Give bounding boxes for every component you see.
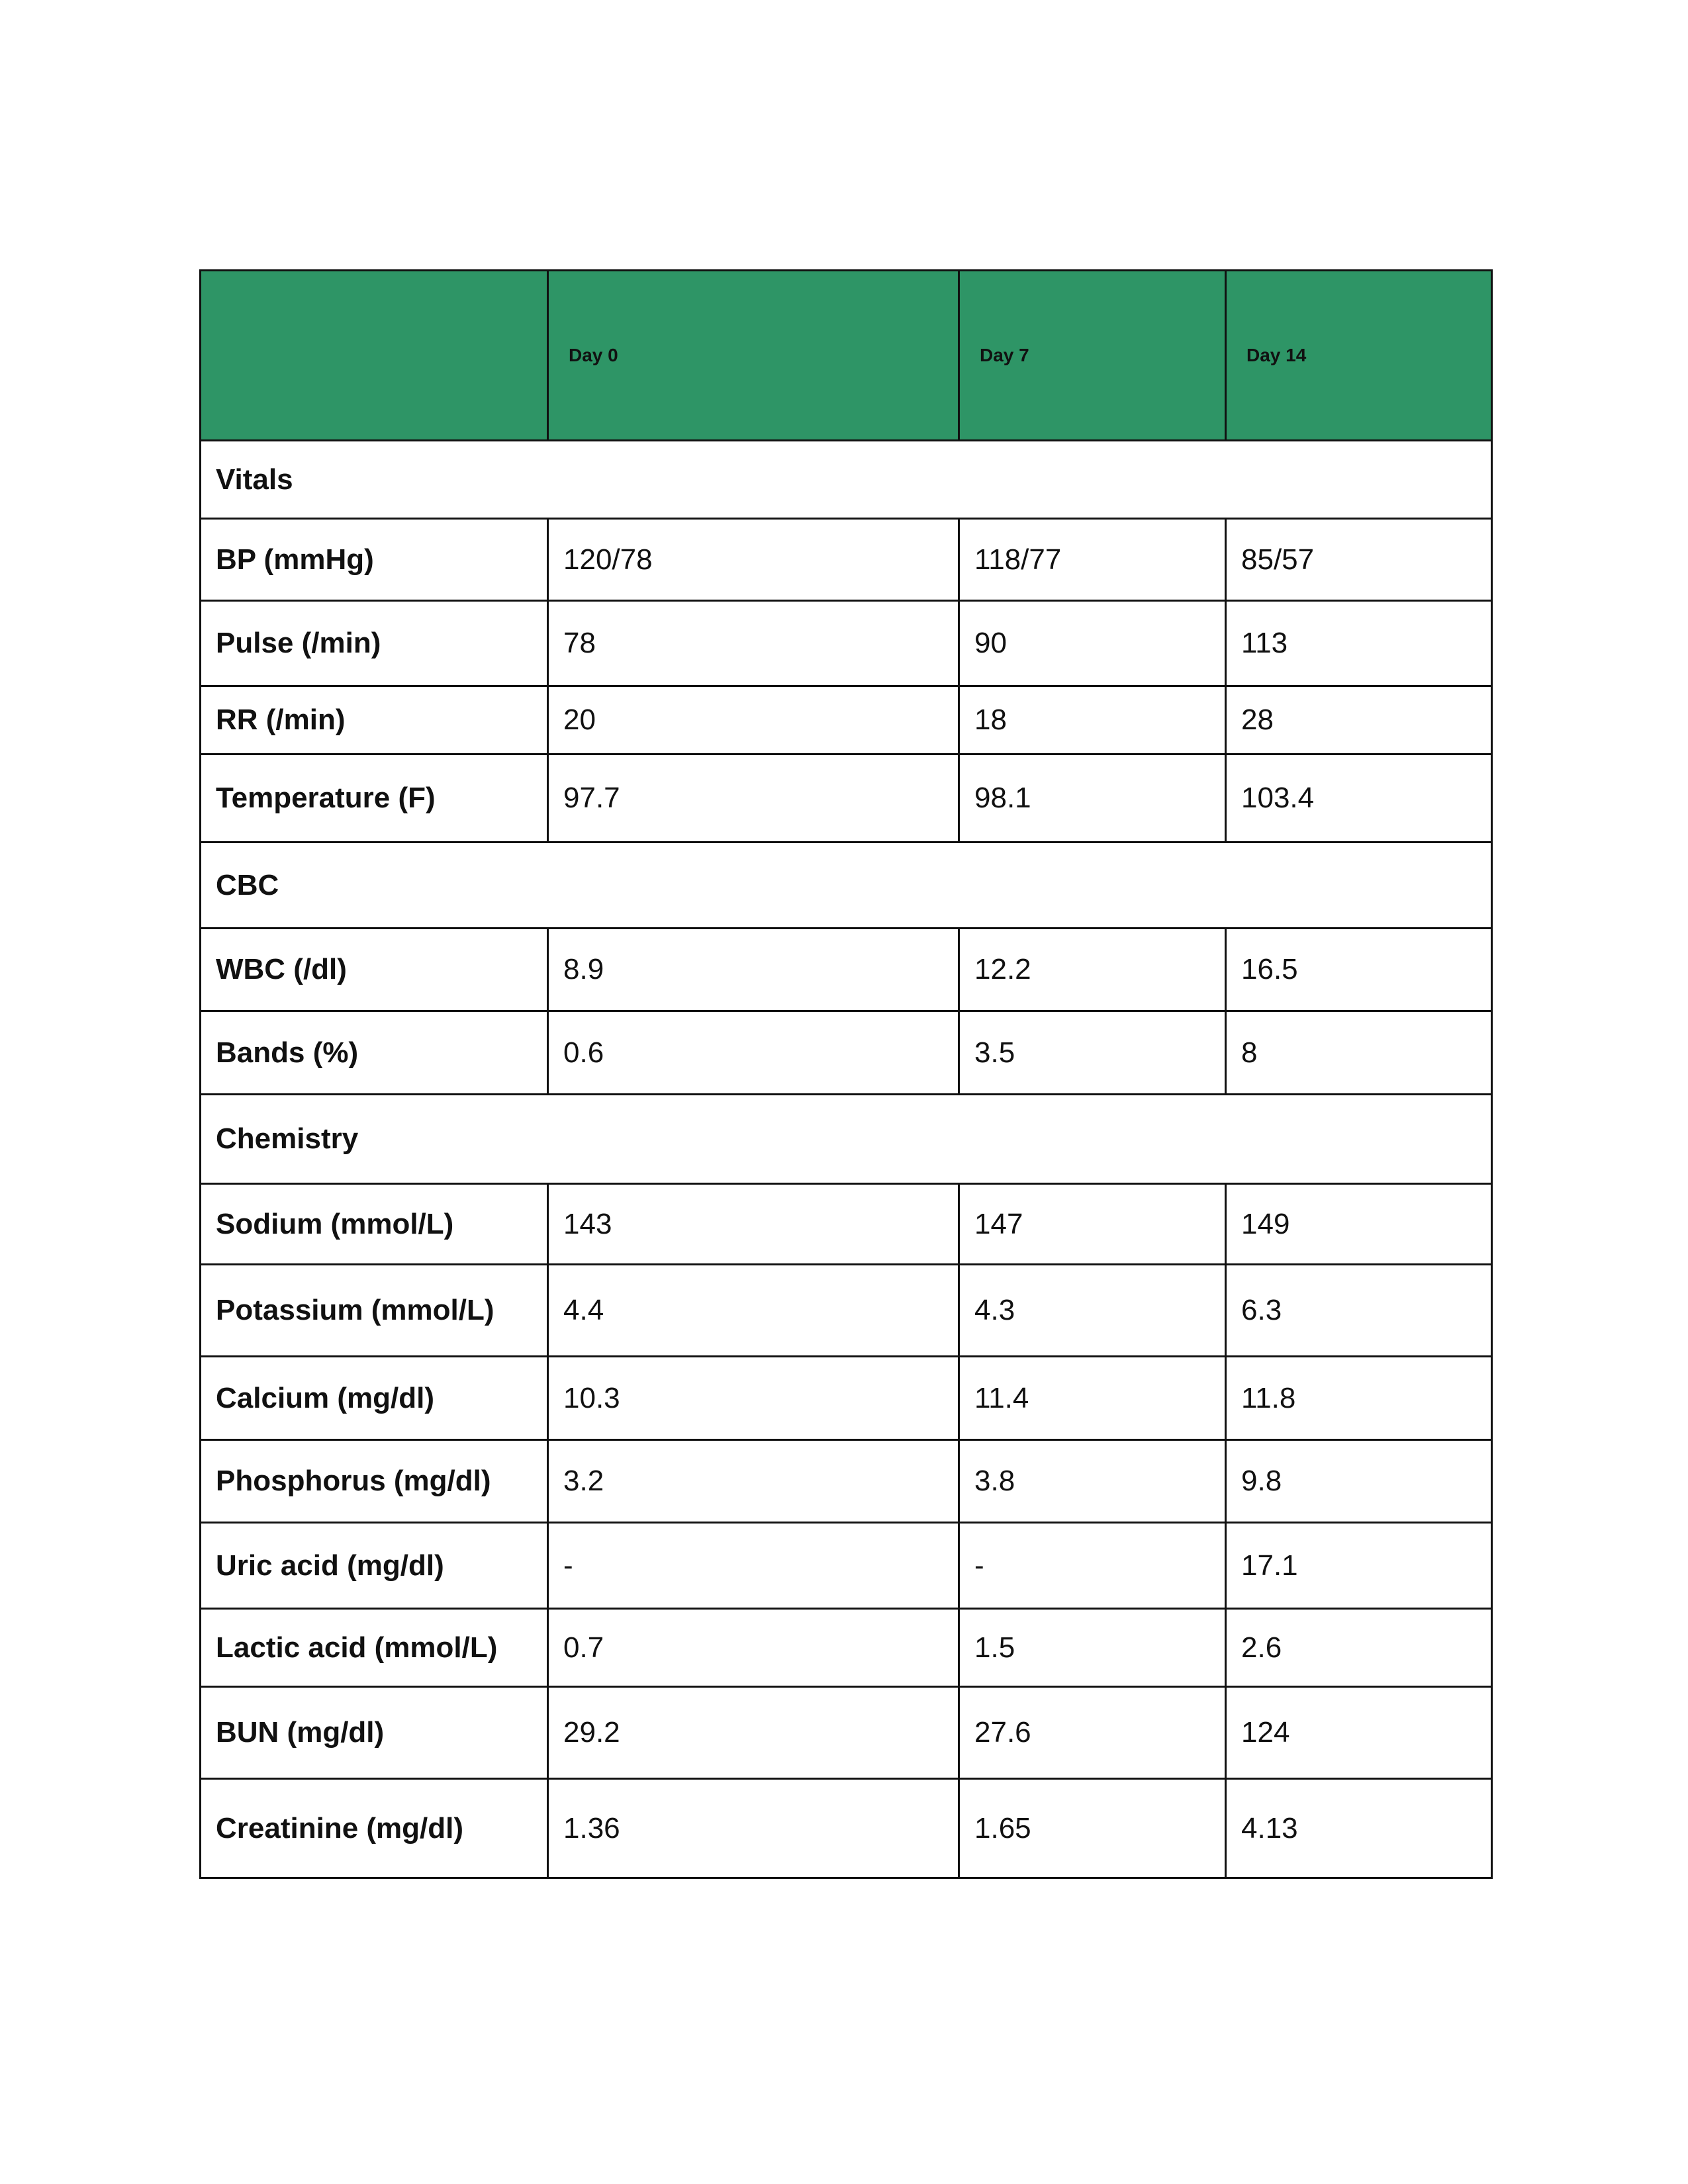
cell-value: 3.5 bbox=[958, 1010, 1227, 1095]
data-row: Sodium (mmol/L) 143 147 149 bbox=[199, 1183, 1493, 1265]
row-label: Sodium (mmol/L) bbox=[199, 1183, 549, 1265]
cell-value: 11.4 bbox=[958, 1355, 1227, 1441]
row-label: RR (/min) bbox=[199, 685, 549, 755]
cell-value: 10.3 bbox=[547, 1355, 960, 1441]
row-label: Creatinine (mg/dl) bbox=[199, 1778, 549, 1879]
cell-value: 28 bbox=[1225, 685, 1493, 755]
lab-table: Day 0 Day 7 Day 14 Vitals BP (mmHg) 120/78 118… bbox=[199, 269, 1493, 1879]
cell-value: 1.65 bbox=[958, 1778, 1227, 1879]
cell-value: 20 bbox=[547, 685, 960, 755]
cell-value: 147 bbox=[958, 1183, 1227, 1265]
cell-value: 143 bbox=[547, 1183, 960, 1265]
cell-value: 0.6 bbox=[547, 1010, 960, 1095]
cell-value: 1.5 bbox=[958, 1608, 1227, 1688]
cell-value: 124 bbox=[1225, 1686, 1493, 1780]
data-row: Phosphorus (mg/dl) 3.2 3.8 9.8 bbox=[199, 1439, 1493, 1524]
data-row: Temperature (F) 97.7 98.1 103.4 bbox=[199, 753, 1493, 843]
section-row: CBC bbox=[199, 841, 1493, 929]
header-cell bbox=[199, 269, 549, 441]
data-row: Calcium (mg/dl) 10.3 11.4 11.8 bbox=[199, 1355, 1493, 1441]
cell-value: 4.4 bbox=[547, 1263, 960, 1357]
header-row: Day 0 Day 7 Day 14 bbox=[199, 269, 1493, 441]
cell-value: 11.8 bbox=[1225, 1355, 1493, 1441]
data-row: Bands (%) 0.6 3.5 8 bbox=[199, 1010, 1493, 1095]
cell-value: 78 bbox=[547, 600, 960, 687]
row-label: Uric acid (mg/dl) bbox=[199, 1522, 549, 1610]
data-row: Creatinine (mg/dl) 1.36 1.65 4.13 bbox=[199, 1778, 1493, 1879]
row-label: Lactic acid (mmol/L) bbox=[199, 1608, 549, 1688]
cell-value: 118/77 bbox=[958, 518, 1227, 602]
row-label: Calcium (mg/dl) bbox=[199, 1355, 549, 1441]
data-row: BP (mmHg) 120/78 118/77 85/57 bbox=[199, 518, 1493, 602]
row-label: WBC (/dl) bbox=[199, 927, 549, 1012]
section-row: Chemistry bbox=[199, 1093, 1493, 1185]
cell-value: 29.2 bbox=[547, 1686, 960, 1780]
cell-value: 97.7 bbox=[547, 753, 960, 843]
cell-value: 3.8 bbox=[958, 1439, 1227, 1524]
column-header: Day 7 bbox=[958, 269, 1227, 441]
cell-value: 12.2 bbox=[958, 927, 1227, 1012]
table-body: Day 0 Day 7 Day 14 Vitals BP (mmHg) 120/78 118… bbox=[199, 269, 1493, 1879]
cell-value: 16.5 bbox=[1225, 927, 1493, 1012]
cell-value: 4.3 bbox=[958, 1263, 1227, 1357]
cell-value: 0.7 bbox=[547, 1608, 960, 1688]
row-label: Phosphorus (mg/dl) bbox=[199, 1439, 549, 1524]
cell-value: 18 bbox=[958, 685, 1227, 755]
data-row: Pulse (/min) 78 90 113 bbox=[199, 600, 1493, 687]
cell-value: - bbox=[958, 1522, 1227, 1610]
cell-value: 8.9 bbox=[547, 927, 960, 1012]
row-label: Temperature (F) bbox=[199, 753, 549, 843]
cell-value: 113 bbox=[1225, 600, 1493, 687]
row-label: Pulse (/min) bbox=[199, 600, 549, 687]
cell-value: 6.3 bbox=[1225, 1263, 1493, 1357]
cell-value: 17.1 bbox=[1225, 1522, 1493, 1610]
cell-value: 90 bbox=[958, 600, 1227, 687]
row-label: BUN (mg/dl) bbox=[199, 1686, 549, 1780]
section-label: Vitals bbox=[199, 439, 1493, 520]
data-row: Potassium (mmol/L) 4.4 4.3 6.3 bbox=[199, 1263, 1493, 1357]
cell-value: 8 bbox=[1225, 1010, 1493, 1095]
row-label: Bands (%) bbox=[199, 1010, 549, 1095]
cell-value: 2.6 bbox=[1225, 1608, 1493, 1688]
row-label: Potassium (mmol/L) bbox=[199, 1263, 549, 1357]
cell-value: 27.6 bbox=[958, 1686, 1227, 1780]
column-header: Day 0 bbox=[547, 269, 960, 441]
data-row: WBC (/dl) 8.9 12.2 16.5 bbox=[199, 927, 1493, 1012]
column-header: Day 14 bbox=[1225, 269, 1493, 441]
cell-value: 98.1 bbox=[958, 753, 1227, 843]
cell-value: 103.4 bbox=[1225, 753, 1493, 843]
cell-value: 3.2 bbox=[547, 1439, 960, 1524]
cell-value: 4.13 bbox=[1225, 1778, 1493, 1879]
cell-value: 149 bbox=[1225, 1183, 1493, 1265]
section-row: Vitals bbox=[199, 439, 1493, 520]
cell-value: - bbox=[547, 1522, 960, 1610]
data-row: BUN (mg/dl) 29.2 27.6 124 bbox=[199, 1686, 1493, 1780]
cell-value: 120/78 bbox=[547, 518, 960, 602]
data-row: RR (/min) 20 18 28 bbox=[199, 685, 1493, 755]
section-label: Chemistry bbox=[199, 1093, 1493, 1185]
cell-value: 85/57 bbox=[1225, 518, 1493, 602]
row-label: BP (mmHg) bbox=[199, 518, 549, 602]
cell-value: 9.8 bbox=[1225, 1439, 1493, 1524]
data-row: Uric acid (mg/dl) - -17.1 bbox=[199, 1522, 1493, 1610]
data-row: Lactic acid (mmol/L) 0.7 1.5 2.6 bbox=[199, 1608, 1493, 1688]
cell-value: 1.36 bbox=[547, 1778, 960, 1879]
section-label: CBC bbox=[199, 841, 1493, 929]
